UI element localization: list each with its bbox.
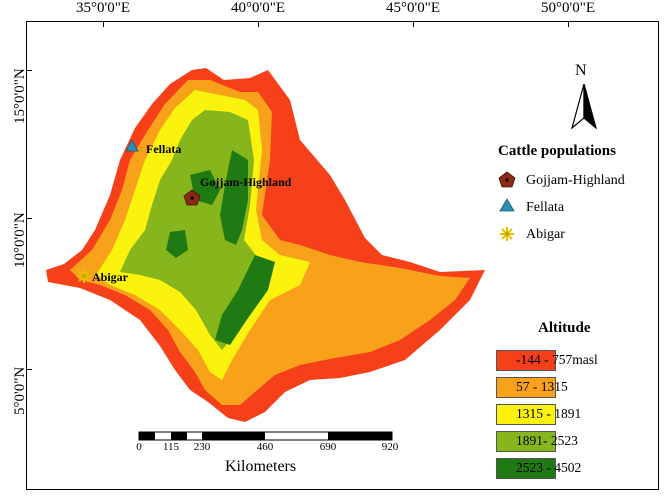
place-label-gojjam: Gojjam-Highland xyxy=(200,175,292,189)
north-letter: N xyxy=(575,62,587,79)
scale-tick-label: 0 xyxy=(136,441,142,453)
lon-label-50: 50°0'0"E xyxy=(541,0,595,16)
altitude-swatch xyxy=(496,350,556,371)
legend-item-gojjam: Gojjam-Highland xyxy=(526,173,625,188)
lon-label-45: 45°0'0"E xyxy=(386,0,440,16)
north-arrow-icon xyxy=(570,83,598,130)
altitude-label: -144 - 757masl xyxy=(516,352,598,367)
scale-tick-label: 460 xyxy=(256,441,274,453)
lat-tick xyxy=(26,70,32,71)
star-icon-center xyxy=(505,232,509,236)
scale-tick-label: 690 xyxy=(319,441,337,453)
lon-tick xyxy=(568,21,569,27)
pentagon-icon-center xyxy=(190,196,194,200)
scale-tick-label: 230 xyxy=(193,441,211,453)
altitude-label: 57 - 1315 xyxy=(516,379,568,394)
triangle-icon xyxy=(499,198,515,212)
lon-label-40: 40°0'0"E xyxy=(231,0,285,16)
lon-tick xyxy=(103,21,104,27)
cattle-legend-title: Cattle populations xyxy=(498,143,616,159)
altitude-label: 2523 - 4502 xyxy=(516,460,582,475)
place-label-fellata: Fellata xyxy=(146,142,182,156)
map-frame xyxy=(26,21,659,490)
altitude-swatch xyxy=(496,404,556,425)
legend-item-fellata: Fellata xyxy=(526,200,565,215)
scale-tick-label: 920 xyxy=(381,441,399,453)
altitude-legend-title: Altitude xyxy=(538,320,591,336)
lon-label-35: 35°0'0"E xyxy=(76,0,130,16)
lat-tick xyxy=(26,369,32,370)
altitude-label: 1891- 2523 xyxy=(516,433,578,448)
altitude-zone-very-high xyxy=(166,230,188,258)
altitude-zone-very-high xyxy=(220,150,248,245)
lat-tick xyxy=(26,218,32,219)
scale-tick-label: 115 xyxy=(162,441,180,453)
place-label-abigar: Abigar xyxy=(92,270,128,284)
altitude-zone-very-high xyxy=(215,255,275,345)
star-icon-center xyxy=(82,274,86,278)
legend-item-abigar: Abigar xyxy=(526,227,565,242)
lon-tick xyxy=(413,21,414,27)
scale-unit-label: Kilometers xyxy=(225,458,297,475)
triangle-icon xyxy=(125,139,139,152)
altitude-swatch xyxy=(496,431,556,452)
pentagon-icon-center xyxy=(505,178,509,182)
scale-bar xyxy=(138,431,393,441)
altitude-swatch xyxy=(496,458,556,479)
altitude-swatch xyxy=(496,377,556,398)
altitude-label: 1315 - 1891 xyxy=(516,406,582,421)
lon-tick xyxy=(258,21,259,27)
